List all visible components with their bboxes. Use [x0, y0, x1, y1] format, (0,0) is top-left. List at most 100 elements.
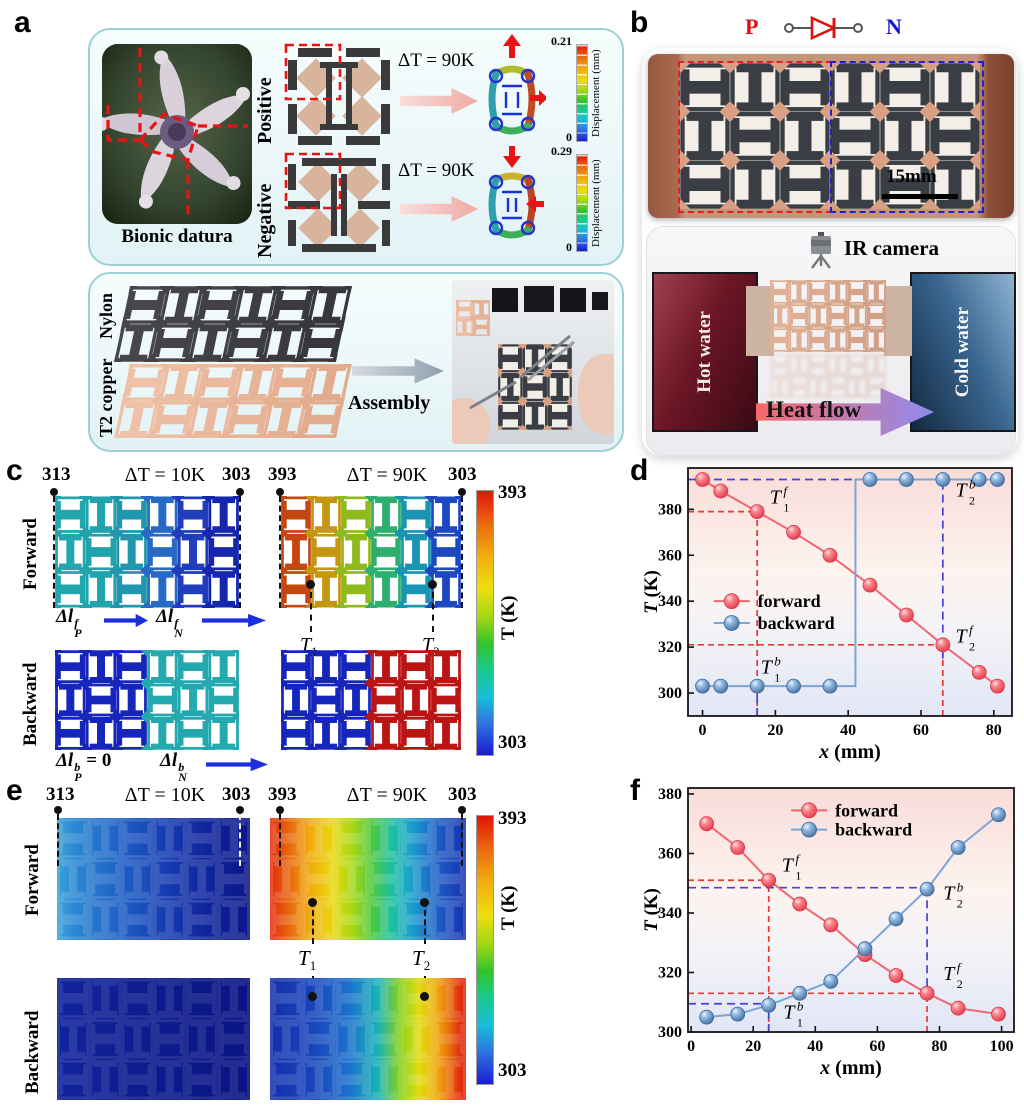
disp-axis-positive: Displacement (mm): [590, 49, 602, 137]
svg-text:380: 380: [658, 501, 682, 518]
e-10k-dt: ΔT = 10K: [124, 784, 206, 806]
c-temp-colorbar: [476, 490, 494, 756]
e-t1-label: T1: [298, 946, 317, 974]
assembly-photo: [452, 280, 614, 444]
disp-max-negative: 0.29: [551, 144, 572, 158]
chart-f: 0 20 40 60 80 100 300 320 340 360 380 x (mm) T (K) fo…: [644, 786, 1015, 1079]
svg-text:60: 60: [869, 1038, 885, 1055]
scale-bar: [882, 194, 958, 199]
svg-text:T: T: [955, 626, 968, 648]
inner-arrows: [502, 84, 522, 116]
heat-flow-label: Heat flow: [766, 397, 862, 422]
cold-water-label: Cold water: [952, 306, 973, 398]
hand-right: [578, 354, 614, 434]
red-arrow-left: [526, 196, 544, 212]
copper-sheet: [456, 300, 490, 336]
ir-camera-icon: [811, 232, 831, 269]
svg-text:2: 2: [957, 897, 963, 911]
scene-lattice-reflection: [770, 354, 886, 398]
svg-text:b: b: [969, 477, 976, 492]
svg-text:80: 80: [986, 722, 1002, 739]
svg-text:340: 340: [658, 905, 682, 922]
sample-lattice: [680, 63, 980, 209]
datura-petals: [102, 50, 250, 209]
printed-cube: [592, 292, 608, 310]
svg-text:380: 380: [658, 786, 682, 803]
t2-probe-dot: [428, 580, 437, 589]
positive-label: Positive: [254, 77, 276, 145]
printed-cube: [524, 286, 554, 312]
tweezers: [469, 334, 575, 410]
panel-letter-b: b: [630, 6, 649, 39]
disp-axis-negative: Displacement (mm): [590, 159, 602, 247]
svg-text:backward: backward: [835, 820, 912, 840]
hot-water-tank: Hot water: [652, 272, 758, 432]
svg-text:320: 320: [658, 639, 682, 656]
probe-dot: [54, 806, 62, 814]
contact-plate-right: [884, 286, 912, 356]
edge-dash: [461, 496, 463, 608]
e-10k-left-temp: 313: [46, 784, 75, 805]
svg-text:2: 2: [969, 640, 975, 654]
edge-dash: [57, 814, 59, 866]
c-cb-min: 303: [498, 732, 527, 753]
hot-water-label: Hot water: [694, 311, 715, 393]
svg-text:360: 360: [658, 547, 682, 564]
t2-copper-label: T2 copper: [96, 358, 116, 438]
svg-text:backward: backward: [758, 613, 835, 633]
probe-dot: [458, 806, 466, 814]
svg-text:forward: forward: [835, 800, 898, 820]
svg-text:T: T: [782, 854, 795, 876]
assembly-label: Assembly: [348, 392, 431, 414]
svg-text:f: f: [969, 623, 975, 638]
dl-pb-label: Δl b P = 0: [56, 750, 112, 784]
scene-lattice: [770, 280, 886, 352]
negative-dt-label: ΔT = 90K: [398, 160, 475, 181]
e-backward-label: Backward: [22, 1010, 43, 1094]
probe-dot: [50, 488, 58, 496]
svg-text:2: 2: [957, 977, 963, 991]
svg-text:80: 80: [931, 1038, 947, 1055]
t1-probe-dot-b: [308, 992, 317, 1001]
t1-dash: [310, 592, 312, 632]
probe-dot: [458, 488, 466, 496]
e-t2-label: T2: [412, 946, 431, 974]
e-90k-right-temp: 303: [448, 784, 477, 805]
displacement-colorbar-positive: [576, 44, 588, 142]
assembled-lattice: [498, 344, 572, 430]
svg-text:340: 340: [658, 593, 682, 610]
probe-dot: [276, 488, 284, 496]
positive-unit-schematic: [284, 43, 390, 145]
t1-probe-dot: [308, 898, 317, 907]
c-10k-right-temp: 303: [222, 464, 251, 485]
datura-caption: Bionic datura: [121, 226, 233, 247]
edge-dash: [279, 814, 281, 866]
p-label: P: [745, 14, 759, 39]
dl-pf-arrow: [104, 613, 148, 628]
c-90k-left-temp: 393: [268, 464, 297, 485]
e-90k-left-temp: 393: [268, 784, 297, 805]
positive-fea-image: [488, 34, 546, 135]
svg-text:T: T: [943, 963, 956, 985]
ir-forward-10k: [57, 818, 250, 940]
disp-max-positive: 0.21: [551, 34, 572, 48]
edge-dash: [239, 496, 241, 608]
ir-backward-10k: [57, 978, 250, 1100]
svg-text:T (K): T (K): [644, 888, 662, 932]
svg-text:20: 20: [767, 722, 783, 739]
p-region-outline: [678, 61, 832, 213]
dl-nb-arrow: [206, 757, 268, 772]
svg-text:b: b: [957, 880, 964, 895]
inner-arrows: [502, 190, 522, 220]
svg-text:x (mm): x (mm): [819, 1057, 882, 1079]
e-cb-label: T (K): [498, 885, 519, 931]
disp-min-positive: 0: [566, 130, 572, 144]
svg-text:b: b: [774, 654, 781, 669]
cold-water-tank: Cold water: [910, 272, 1016, 432]
svg-text:b: b: [797, 999, 804, 1014]
panel-letter-c: c: [6, 454, 23, 487]
svg-text:T: T: [955, 480, 968, 502]
svg-text:T: T: [761, 657, 774, 679]
c-90k-dt: ΔT = 90K: [346, 464, 428, 486]
